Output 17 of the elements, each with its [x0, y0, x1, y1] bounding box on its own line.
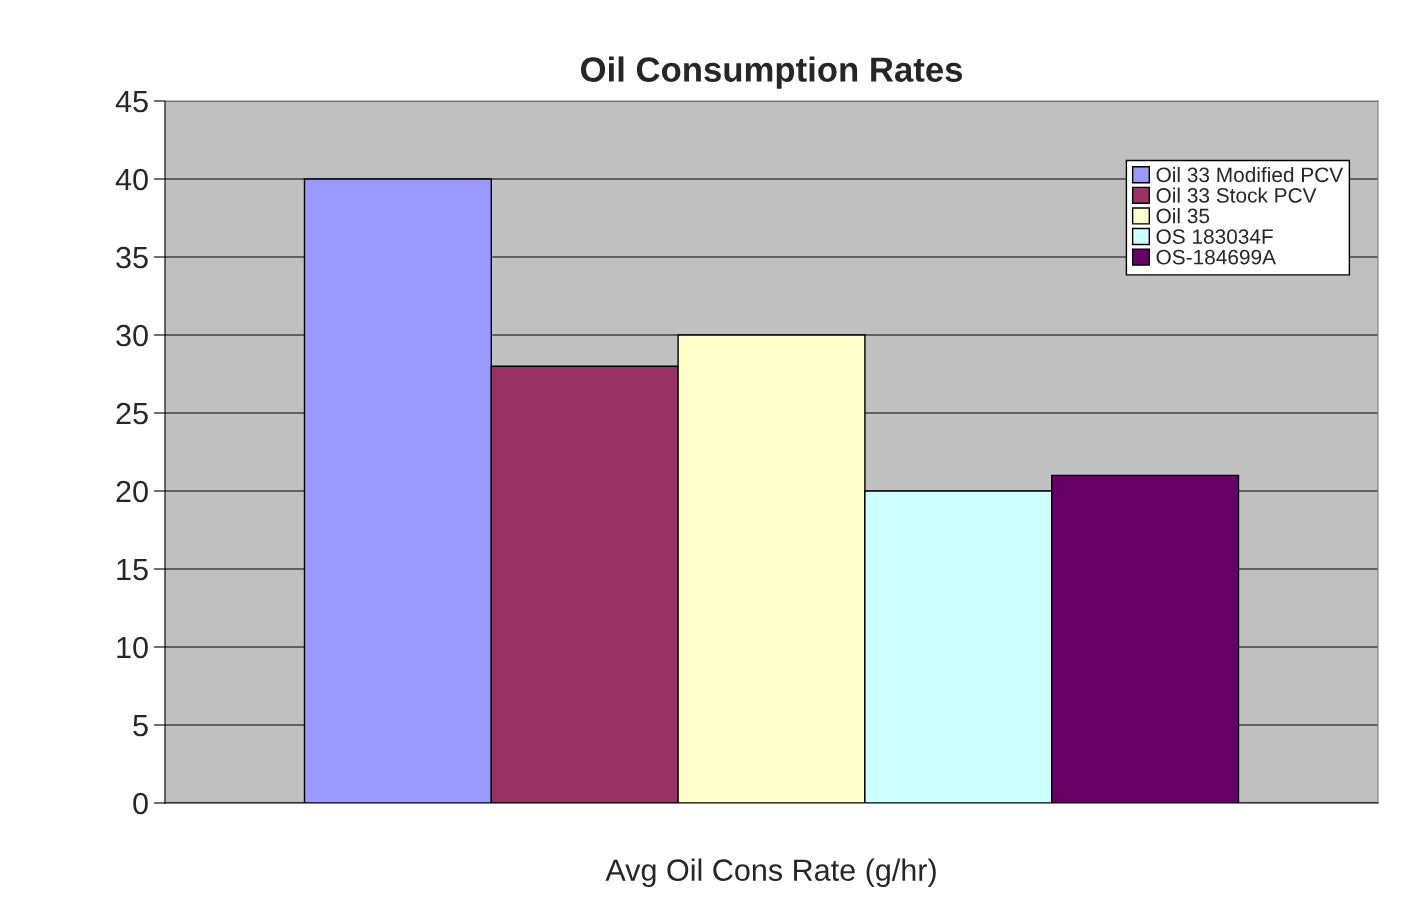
y-tick-label: 10: [117, 636, 148, 659]
legend-label: Oil 33 Modified PCV: [1156, 166, 1344, 183]
y-tick-label: 5: [133, 715, 148, 737]
chart-title: Oil Consumption Rates: [580, 56, 963, 89]
y-tick-label: 25: [116, 402, 148, 425]
y-tick-label: 40: [115, 168, 148, 191]
x-tick-label: Avg Oil Cons Rate (g/hr): [605, 858, 936, 888]
y-tick-label: 45: [115, 91, 148, 113]
y-tick-label: 15: [117, 559, 148, 581]
y-tick-label: 0: [133, 792, 148, 815]
legend-label: Oil 33 Stock PCV: [1156, 187, 1317, 203]
legend-label: OS 183034F: [1156, 229, 1273, 244]
y-tick-label: 30: [116, 324, 148, 347]
legend-label: Oil 35: [1156, 208, 1210, 224]
y-tick-label: 20: [116, 480, 148, 503]
legend-label: OS-184699A: [1156, 249, 1276, 265]
y-tick-label: 35: [116, 246, 148, 269]
